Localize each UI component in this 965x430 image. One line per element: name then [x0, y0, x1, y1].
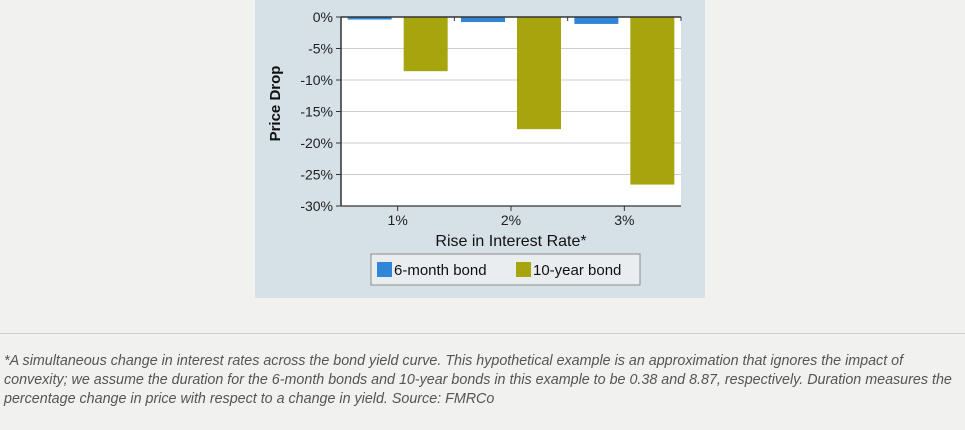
legend-swatch: [516, 262, 531, 277]
x-tick-label: 1%: [388, 212, 408, 228]
legend-swatch: [377, 262, 392, 277]
bar-10-year: [517, 17, 561, 130]
bar-6-month: [347, 17, 392, 20]
chart-panel: 0% -5% -10% -15% -20% -25% -30% 1% 2% 3% Rise in I…: [255, 0, 705, 298]
y-tick-label: -20%: [300, 135, 333, 151]
bond-price-drop-chart: 0% -5% -10% -15% -20% -25% -30% 1% 2% 3% Rise in I…: [267, 9, 682, 286]
legend-box: [370, 253, 641, 286]
y-tick-label: -30%: [300, 198, 333, 214]
y-tick-label: -25%: [300, 167, 333, 183]
y-tick-label: 0%: [313, 9, 333, 25]
bar-6-month: [461, 17, 505, 23]
y-tick-label: -15%: [300, 104, 333, 120]
footnote: *A simultaneous change in interest rates…: [4, 353, 952, 407]
divider: [0, 333, 965, 334]
x-tick-label: 3%: [614, 212, 634, 228]
x-axis-title: Rise in Interest Rate*: [435, 233, 586, 250]
y-tick-label: -5%: [308, 41, 333, 57]
x-tick-label: 2%: [501, 212, 521, 228]
legend-label: 10-year bond: [533, 262, 621, 279]
legend-label: 6-month bond: [394, 262, 487, 279]
y-tick-label: -10%: [300, 72, 333, 88]
bar-6-month: [574, 17, 619, 24]
bar-10-year: [630, 17, 675, 185]
y-axis-title: Price Drop: [267, 66, 284, 142]
bar-10-year: [403, 17, 448, 72]
